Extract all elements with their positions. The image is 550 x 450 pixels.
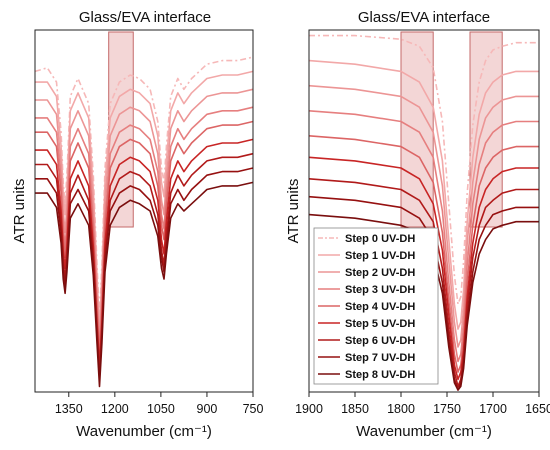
series-line-step-1 (35, 70, 254, 330)
right-y-axis-label: ATR units (285, 179, 302, 244)
right-panel: Glass/EVA interface 1900 1850 1800 1750 1700… (285, 9, 550, 440)
highlight-band-0 (400, 31, 434, 228)
left-x-axis-label: Wavenumber (cm⁻¹) (76, 423, 212, 440)
legend-label-step-0: Step 0 UV-DH (345, 233, 415, 245)
legend-label-step-4: Step 4 UV-DH (345, 301, 415, 313)
series-line-step-1 (308, 59, 539, 330)
series-line-step-8 (35, 181, 254, 388)
legend-label-step-2: Step 2 UV-DH (345, 267, 415, 279)
series-line-step-3 (308, 110, 539, 363)
right-x-axis-label: Wavenumber (cm⁻¹) (356, 423, 492, 440)
x-tick-label: 1700 (479, 402, 507, 416)
series-line-step-4 (35, 120, 254, 355)
right-panel-title: Glass/EVA interface (358, 9, 490, 26)
series-line-step-2 (308, 84, 539, 348)
legend-box (313, 227, 439, 385)
left-plot-frame (34, 29, 254, 393)
legend-label-step-3: Step 3 UV-DH (345, 284, 415, 296)
x-tick-label: 1850 (341, 402, 369, 416)
right-x-ticks: 1900 1850 1800 1750 1700 1650 (295, 392, 550, 416)
x-tick-label: 1900 (295, 402, 323, 416)
right-series-group (308, 34, 539, 391)
series-line-step-2 (35, 88, 254, 341)
series-line-step-6 (308, 178, 539, 388)
legend-label-step-6: Step 6 UV-DH (345, 335, 415, 347)
x-tick-label: 1050 (147, 402, 175, 416)
left-x-ticks: 1350 1200 1050 900 750 (55, 392, 264, 416)
legend-items: Step 0 UV-DH Step 1 UV-DH Step 2 UV-DH Step… (318, 233, 415, 381)
x-tick-label: 1800 (387, 402, 415, 416)
series-line-step-0 (34, 56, 254, 320)
left-panel: Glass/EVA interface 1350 1200 1050 900 750 W… (11, 9, 263, 440)
series-line-step-5 (308, 156, 539, 381)
series-line-step-0 (309, 34, 539, 305)
x-tick-label: 900 (197, 402, 218, 416)
legend: Step 0 UV-DH Step 1 UV-DH Step 2 UV-DH Step… (313, 227, 439, 385)
left-panel-title: Glass/EVA interface (79, 9, 211, 26)
x-tick-label: 1650 (525, 402, 550, 416)
left-y-axis-label: ATR units (11, 179, 28, 244)
right-plot-frame (308, 29, 540, 393)
legend-label-step-8: Step 8 UV-DH (345, 369, 415, 381)
x-tick-label: 1350 (55, 402, 83, 416)
legend-label-step-1: Step 1 UV-DH (345, 250, 415, 262)
x-tick-label: 750 (243, 402, 264, 416)
legend-label-step-5: Step 5 UV-DH (345, 318, 415, 330)
series-line-step-4 (308, 135, 539, 373)
x-tick-label: 1200 (101, 402, 129, 416)
series-line-step-5 (35, 138, 254, 366)
legend-label-step-7: Step 7 UV-DH (345, 352, 415, 364)
x-tick-label: 1750 (433, 402, 461, 416)
left-series-group (34, 56, 254, 388)
